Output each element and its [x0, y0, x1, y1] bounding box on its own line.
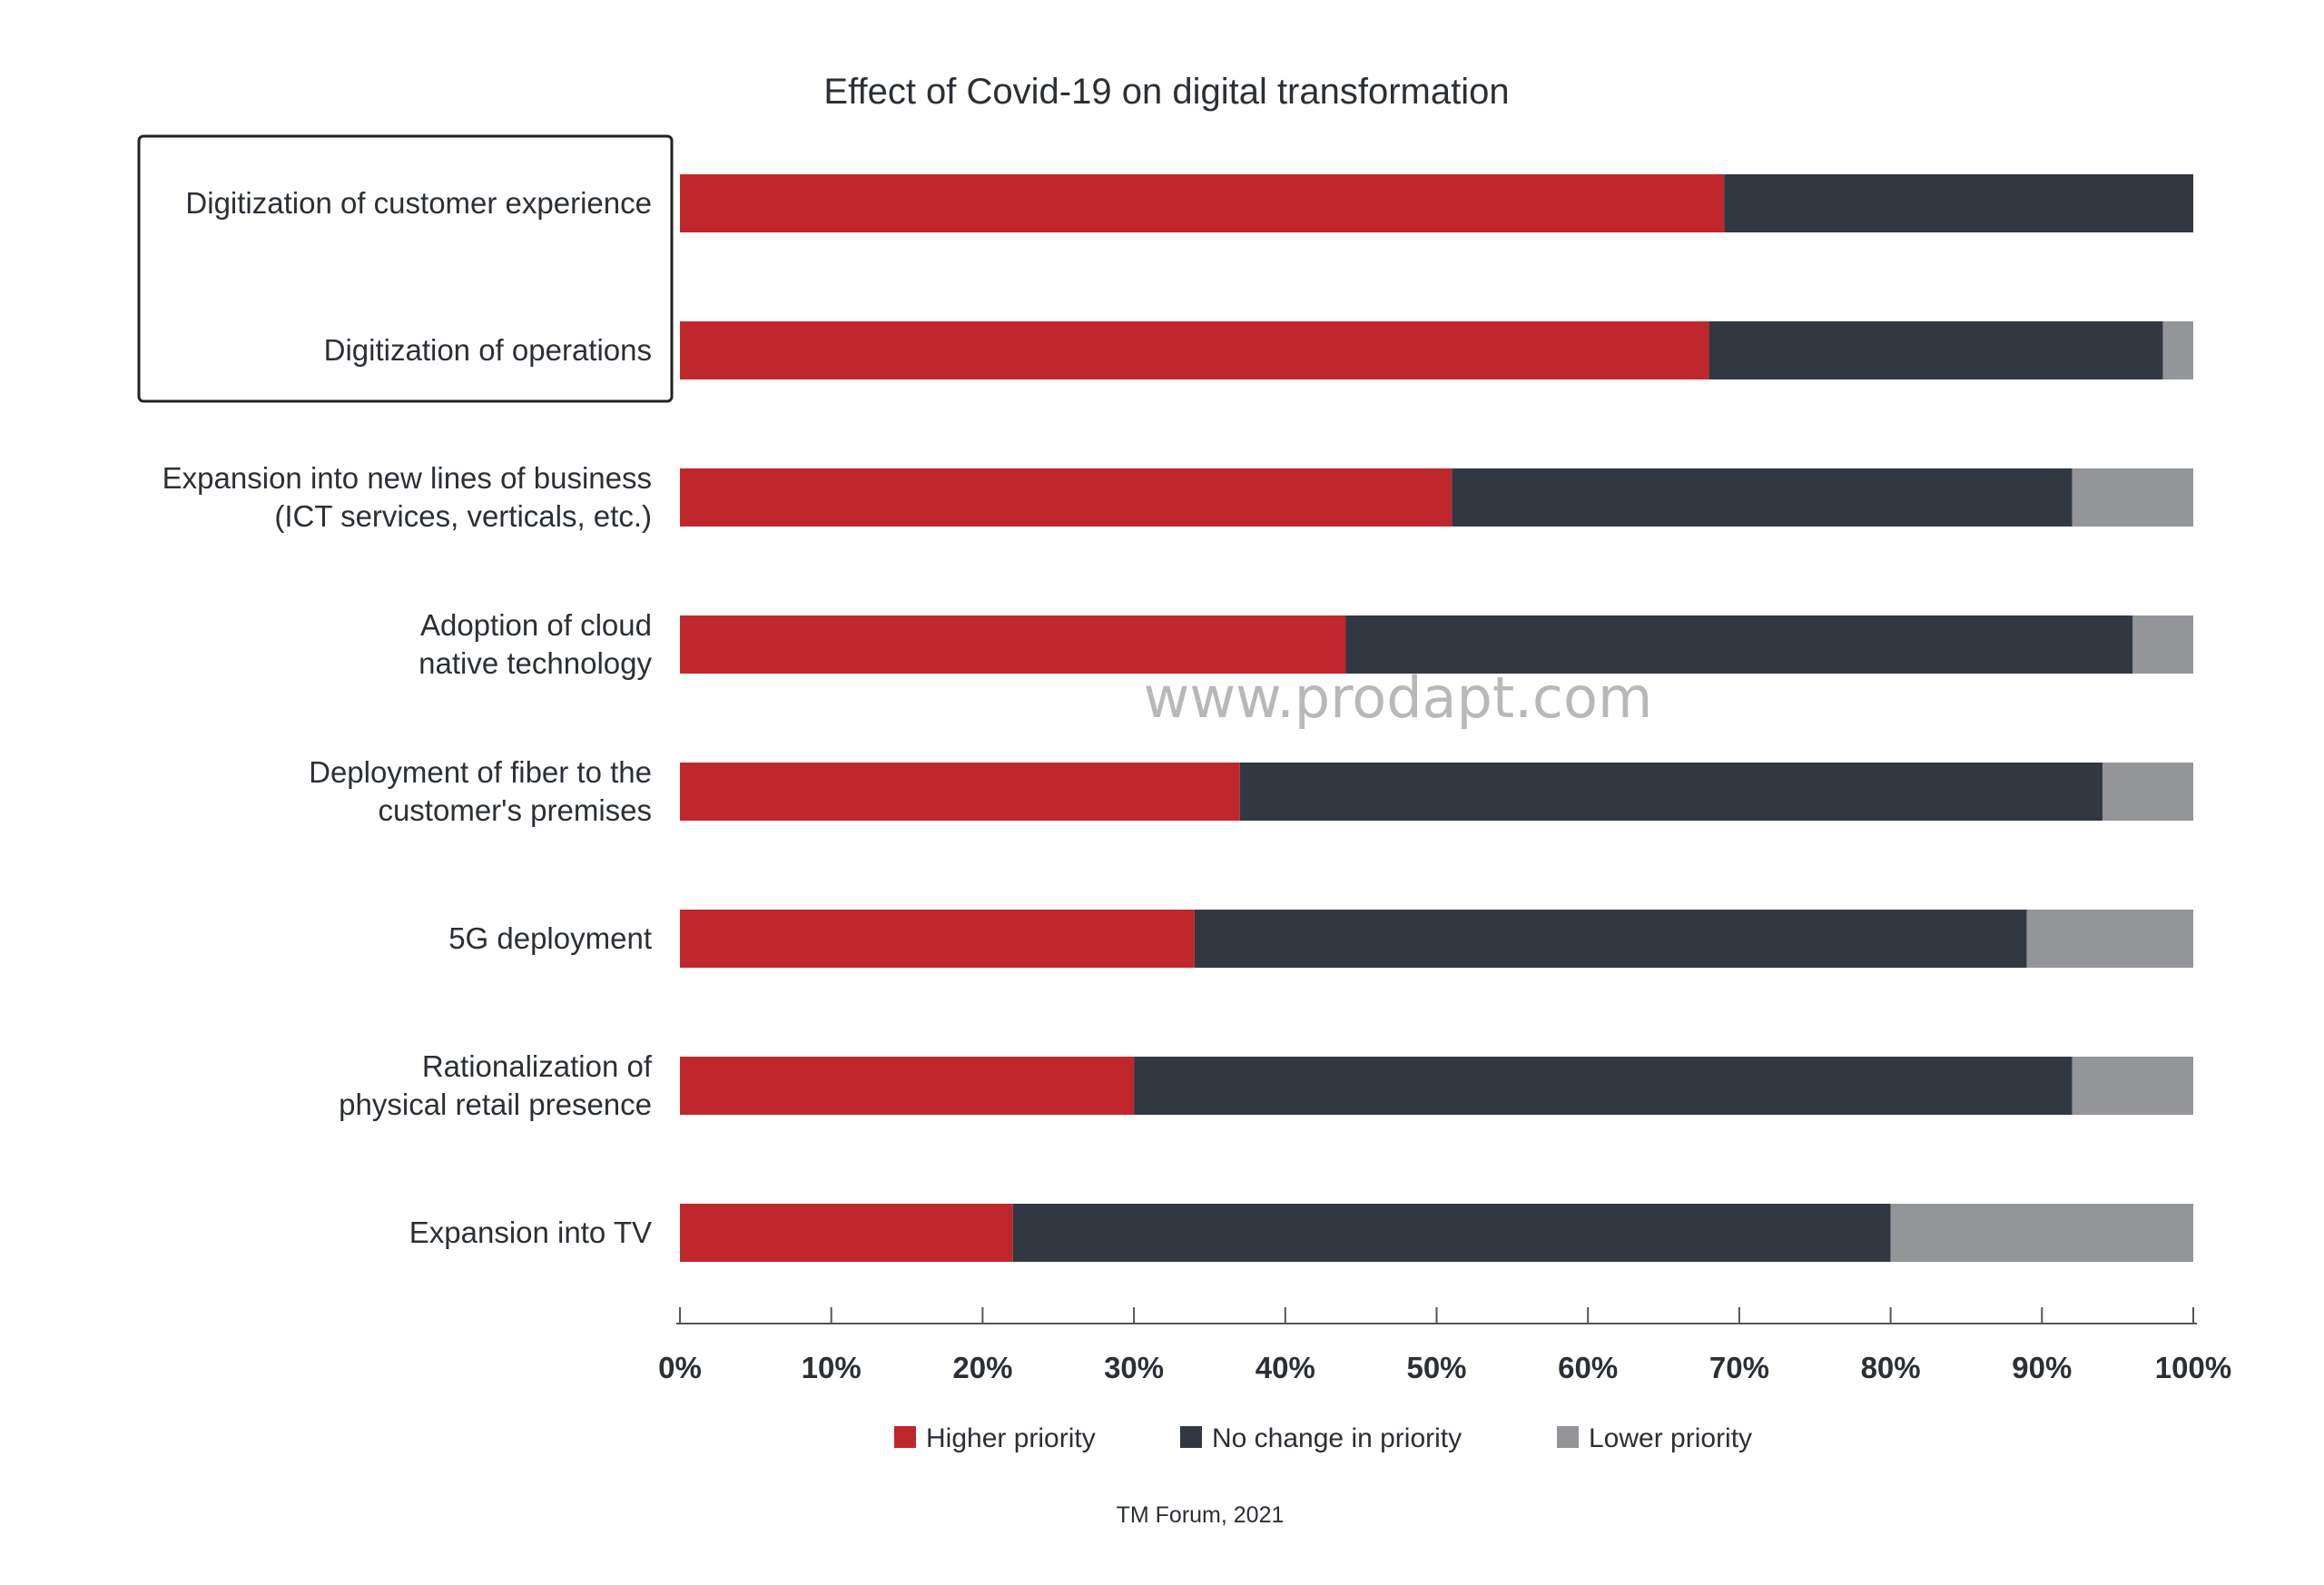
legend-swatch: [1180, 1426, 1202, 1448]
category-label: Expansion into new lines of business (ICT…: [162, 461, 652, 533]
bar-segment-lower-priority: [2132, 615, 2193, 674]
category-label: Adoption of cloud native technology: [419, 608, 652, 680]
bar-segment-lower-priority: [2072, 468, 2193, 527]
bar-segment-lower-priority: [2102, 763, 2193, 821]
x-tick-label: 30%: [1104, 1351, 1164, 1384]
legend-item: Higher priority: [894, 1423, 1096, 1453]
bar-segment-lower-priority: [2026, 910, 2193, 968]
category-label: Rationalization of physical retail presen…: [339, 1049, 653, 1121]
category-label-line: Deployment of fiber to the: [309, 755, 652, 789]
legend-label: No change in priority: [1212, 1423, 1462, 1453]
category-labels: Digitization of customer experience Digit…: [162, 186, 653, 1249]
category-label-line: native technology: [419, 646, 652, 680]
bar-segment-no-change-in-priority: [1239, 763, 2102, 821]
category-label: Digitization of customer experience: [185, 186, 652, 220]
bar-segment-higher-priority: [680, 763, 1240, 821]
bar-segment-higher-priority: [680, 1057, 1135, 1115]
bar-segment-higher-priority: [680, 1204, 1013, 1262]
bar-segment-higher-priority: [680, 321, 1709, 379]
category-label: Digitization of operations: [324, 333, 652, 367]
legend: Higher priority No change in priority Lowe…: [894, 1423, 1752, 1453]
x-tick-label: 20%: [952, 1351, 1012, 1384]
bars: [680, 174, 2193, 1262]
category-label: 5G deployment: [448, 921, 652, 955]
bar-segment-no-change-in-priority: [1345, 615, 2133, 674]
legend-swatch: [894, 1426, 916, 1448]
bar-segment-no-change-in-priority: [1709, 321, 2163, 379]
x-tick-label: 50%: [1406, 1351, 1466, 1384]
watermark-text: www.prodapt.com: [1144, 665, 1653, 731]
bar-segment-no-change-in-priority: [1724, 174, 2193, 232]
category-label-line: Digitization of customer experience: [185, 186, 652, 220]
category-label-line: customer's premises: [378, 793, 652, 827]
x-tick-label: 70%: [1709, 1351, 1769, 1384]
bar-segment-higher-priority: [680, 174, 1725, 232]
category-label: Expansion into TV: [409, 1216, 652, 1249]
category-label-line: Adoption of cloud: [420, 608, 652, 642]
legend-label: Lower priority: [1589, 1423, 1752, 1453]
legend-label: Higher priority: [926, 1423, 1096, 1453]
category-label-line: Rationalization of: [422, 1049, 653, 1083]
x-tick-label: 60%: [1558, 1351, 1618, 1384]
bar-segment-lower-priority: [1890, 1204, 2193, 1262]
legend-item: No change in priority: [1180, 1423, 1462, 1453]
legend-item: Lower priority: [1557, 1423, 1752, 1453]
x-axis: 0% 10% 20% 30% 40% 50% 60% 70% 80% 90% 100%: [658, 1307, 2231, 1384]
category-label-line: Expansion into new lines of business: [162, 461, 652, 495]
x-tick-label: 10%: [802, 1351, 862, 1384]
highlight-box: [137, 134, 674, 403]
bar-segment-higher-priority: [680, 615, 1346, 674]
category-label-line: physical retail presence: [339, 1088, 652, 1121]
bar-segment-no-change-in-priority: [1452, 468, 2073, 527]
x-tick-label: 40%: [1256, 1351, 1315, 1384]
chart-title: Effect of Covid-19 on digital transforma…: [823, 72, 1509, 112]
category-label-line: (ICT services, verticals, etc.): [274, 499, 652, 533]
x-tick-label: 0%: [658, 1351, 702, 1384]
bar-segment-higher-priority: [680, 910, 1195, 968]
category-label-line: Digitization of operations: [324, 333, 652, 367]
bar-segment-lower-priority: [2162, 321, 2193, 379]
bar-segment-no-change-in-priority: [1194, 910, 2027, 968]
bar-segment-lower-priority: [2072, 1057, 2193, 1115]
source-note: TM Forum, 2021: [1117, 1502, 1285, 1528]
x-tick-label: 100%: [2155, 1351, 2231, 1384]
bar-segment-no-change-in-priority: [1012, 1204, 1891, 1262]
bar-segment-no-change-in-priority: [1134, 1057, 2073, 1115]
x-tick-label: 90%: [2012, 1351, 2072, 1384]
bar-segment-higher-priority: [680, 468, 1452, 527]
category-label-line: Expansion into TV: [409, 1216, 652, 1249]
category-label: Deployment of fiber to the customer's pre…: [309, 755, 652, 827]
category-label-line: 5G deployment: [448, 921, 652, 955]
legend-swatch: [1557, 1426, 1579, 1448]
x-tick-label: 80%: [1861, 1351, 1921, 1384]
